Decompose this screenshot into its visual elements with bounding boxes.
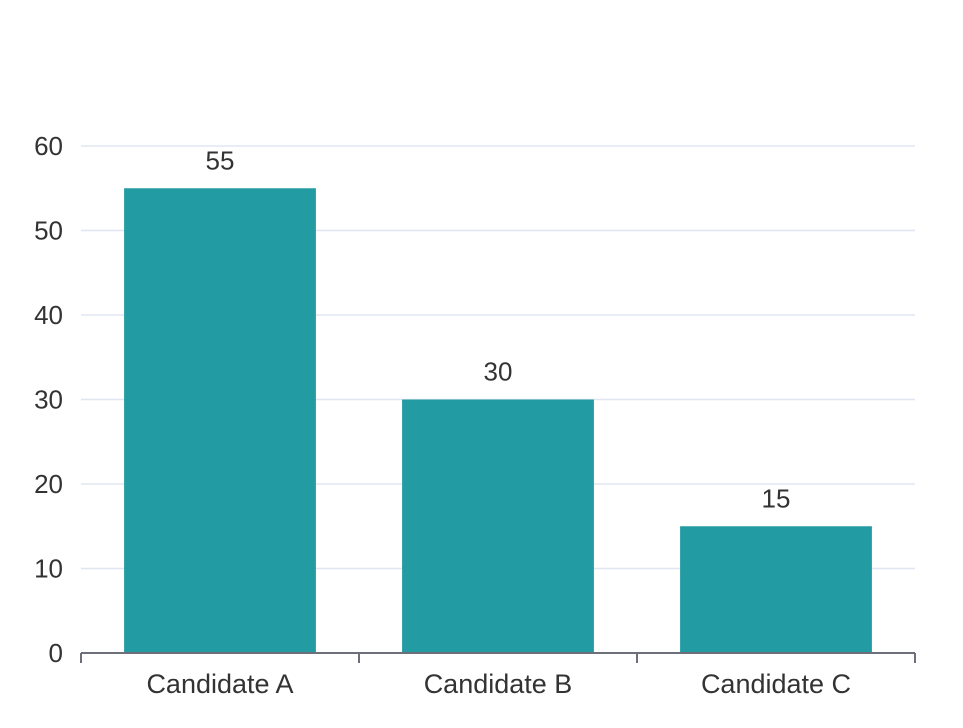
y-tick-label: 10 <box>34 554 63 584</box>
data-label: 15 <box>762 483 791 513</box>
y-tick-label: 40 <box>34 300 63 330</box>
labels: 0 10 20 30 40 50 60 55 Candidate A 30 Candidate B 1… <box>34 131 851 699</box>
bar <box>680 526 872 653</box>
x-tick-label: Candidate B <box>424 669 573 699</box>
data-label: 55 <box>206 145 235 175</box>
data-label: 30 <box>484 357 513 387</box>
y-tick-label: 30 <box>34 385 63 415</box>
bar <box>402 399 594 653</box>
y-tick-label: 60 <box>34 131 63 161</box>
y-tick-label: 50 <box>34 216 63 246</box>
axes <box>80 652 916 663</box>
bar <box>124 188 316 653</box>
x-tick-label: Candidate A <box>146 669 293 699</box>
y-tick-label: 20 <box>34 469 63 499</box>
y-tick-label: 0 <box>49 638 63 668</box>
x-tick-label: Candidate C <box>701 669 851 699</box>
bars <box>124 188 872 653</box>
